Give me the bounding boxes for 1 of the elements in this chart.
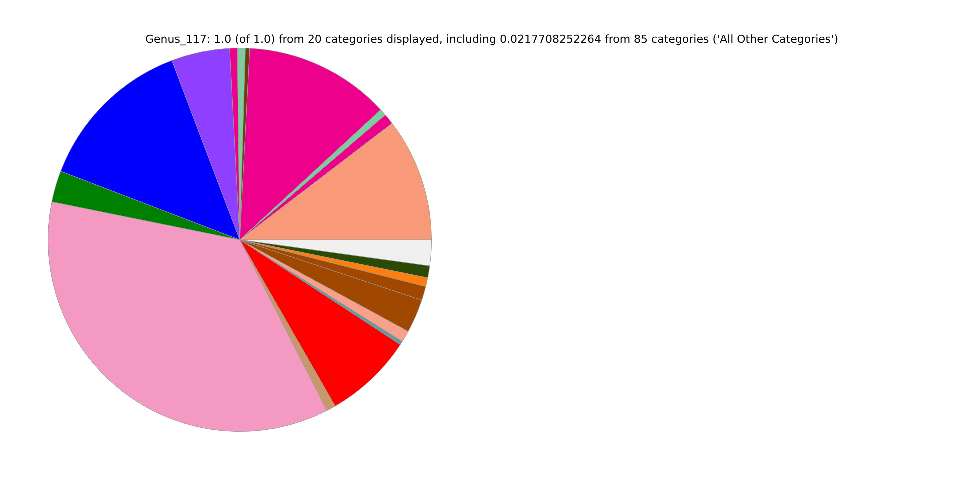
text: Genus_117: 1.0 (of 1.0) from 20 categories displayed, including 0.0217708252264 from 85 categories ('All Other Categories') bbox=[146, 32, 838, 46]
